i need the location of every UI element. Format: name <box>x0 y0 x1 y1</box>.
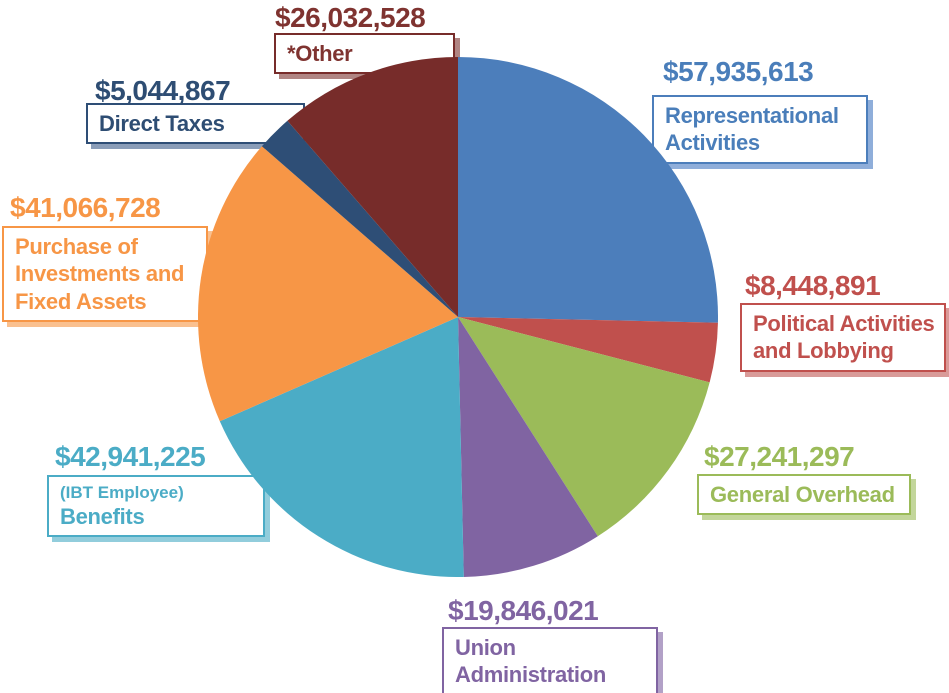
pie-slice-3 <box>458 317 598 577</box>
label-line: Representational <box>665 103 839 128</box>
label-line: Benefits <box>60 504 145 530</box>
label-box-ibt-employee-benefits: (IBT Employee) Benefits <box>47 475 265 538</box>
pie-slice-1 <box>458 317 718 383</box>
amount-political-activities: $8,448,891 <box>745 270 881 301</box>
label-box-political-activities: Political Activities and Lobbying <box>740 303 946 372</box>
label-line: Fixed Assets <box>15 288 147 314</box>
label-line: and Lobbying <box>753 338 894 364</box>
amount-general-overhead: $27,241,297 <box>704 441 855 472</box>
pie-chart <box>198 57 718 577</box>
amount-purchase-investments-fixed-assets: $41,066,728 <box>10 192 161 223</box>
label-line: Direct Taxes <box>99 111 225 136</box>
label-line: Union <box>455 635 516 660</box>
pie-slice-7 <box>287 57 458 317</box>
pie-slice-4 <box>219 317 464 577</box>
amount-representational-activities: $57,935,613 <box>663 56 814 87</box>
label-box-general-overhead: General Overhead <box>697 474 911 516</box>
label-line: (IBT Employee) <box>60 483 184 502</box>
label-box-union-administration: Union Administration <box>442 627 658 693</box>
label-line: Purchase of <box>15 234 138 259</box>
pie-slice-6 <box>261 120 458 317</box>
label-line: Political Activities <box>753 311 935 336</box>
pie-slice-0 <box>458 57 718 323</box>
label-line: General Overhead <box>710 482 895 507</box>
amount-union-administration: $19,846,021 <box>448 595 599 626</box>
amount-other: $26,032,528 <box>275 2 426 33</box>
amount-ibt-employee-benefits: $42,941,225 <box>55 441 206 472</box>
label-box-representational-activities: Representational Activities <box>652 95 868 164</box>
label-box-direct-taxes: Direct Taxes <box>86 103 305 145</box>
amount-direct-taxes: $5,044,867 <box>95 75 231 106</box>
label-box-purchase-investments-fixed-assets: Purchase of Investments and Fixed Assets <box>2 226 208 322</box>
label-line: Activities <box>665 130 760 156</box>
pie-slice-5 <box>198 146 458 422</box>
label-line: Investments and <box>15 261 185 287</box>
label-line: *Other <box>287 41 353 66</box>
pie-slice-2 <box>458 317 710 537</box>
label-line: Administration <box>455 662 607 688</box>
